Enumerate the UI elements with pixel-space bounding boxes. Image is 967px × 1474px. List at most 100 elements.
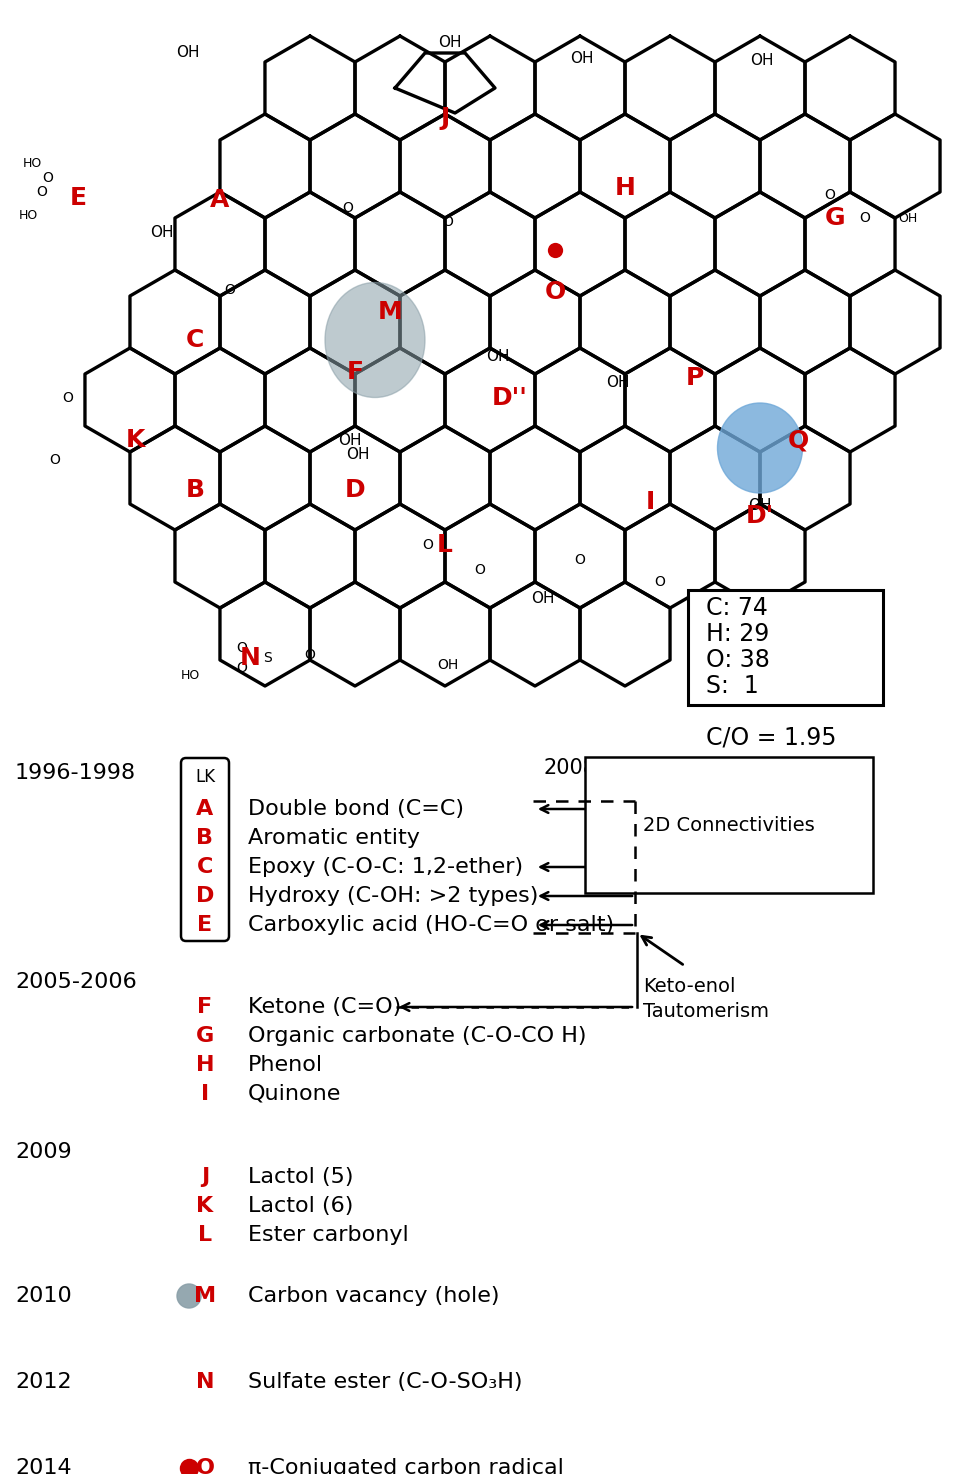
FancyBboxPatch shape — [181, 758, 229, 940]
Text: OH: OH — [571, 50, 594, 65]
Text: I: I — [645, 489, 655, 514]
Text: A: A — [196, 799, 214, 820]
Text: Q: Q — [787, 427, 808, 453]
Text: F: F — [197, 996, 213, 1017]
Text: O: O — [423, 538, 433, 551]
Text: L: L — [437, 534, 453, 557]
Text: Double bond (C=C): Double bond (C=C) — [248, 799, 464, 820]
Text: O: O — [43, 171, 53, 186]
Text: K: K — [196, 1195, 214, 1216]
Text: OH: OH — [486, 348, 510, 364]
Text: 2008: 2008 — [543, 758, 597, 778]
Text: B: B — [196, 828, 214, 848]
Text: OH: OH — [606, 374, 630, 389]
Text: O: O — [655, 575, 665, 590]
Text: HO: HO — [22, 156, 42, 170]
Text: 2010: 2010 — [15, 1285, 72, 1306]
Text: D': D' — [746, 504, 775, 528]
Text: OH: OH — [748, 498, 772, 513]
Text: K: K — [126, 427, 145, 453]
Text: O: O — [237, 660, 248, 675]
Text: 2D Connectivities: 2D Connectivities — [643, 815, 815, 834]
Text: OH: OH — [437, 657, 458, 672]
Text: OH: OH — [438, 34, 462, 50]
Text: Epoxy (C-O-C: 1,2-ether): Epoxy (C-O-C: 1,2-ether) — [248, 856, 523, 877]
Text: N: N — [240, 646, 260, 671]
Text: OH: OH — [150, 224, 174, 239]
Text: OH: OH — [898, 211, 918, 224]
Text: O: O — [825, 189, 835, 202]
Text: O: O — [342, 200, 353, 215]
Text: G: G — [825, 206, 845, 230]
Text: Keto-enol
Tautomerism: Keto-enol Tautomerism — [643, 977, 769, 1021]
Text: 2014: 2014 — [15, 1458, 72, 1474]
Text: G: G — [196, 1026, 214, 1047]
Text: O: O — [224, 283, 235, 296]
Text: O: O — [195, 1458, 215, 1474]
Text: OH: OH — [346, 447, 369, 461]
Text: OH: OH — [176, 44, 200, 59]
Text: Lactol (6): Lactol (6) — [248, 1195, 353, 1216]
Text: O: O — [63, 391, 73, 405]
Text: Sulfate ester (C-O-SO₃H): Sulfate ester (C-O-SO₃H) — [248, 1372, 522, 1391]
Text: D'': D'' — [492, 386, 528, 410]
Text: J: J — [201, 1167, 209, 1187]
Text: π-Conjugated carbon radical: π-Conjugated carbon radical — [248, 1458, 564, 1474]
Text: LK: LK — [195, 768, 215, 786]
Text: D: D — [195, 886, 214, 907]
Text: C: 74: C: 74 — [706, 595, 768, 621]
Ellipse shape — [718, 402, 803, 492]
Text: H: H — [195, 1055, 215, 1075]
Text: OH: OH — [750, 53, 774, 68]
Text: C/O = 1.95: C/O = 1.95 — [706, 725, 836, 749]
Text: OH: OH — [338, 432, 362, 448]
Text: O: O — [37, 186, 47, 199]
Text: Ketone (C=O): Ketone (C=O) — [248, 996, 401, 1017]
Text: Phenol: Phenol — [248, 1055, 323, 1075]
Text: Aromatic entity: Aromatic entity — [248, 828, 420, 848]
Ellipse shape — [325, 283, 425, 398]
Text: E: E — [197, 915, 213, 935]
Text: B: B — [186, 478, 204, 503]
Text: D: D — [344, 478, 366, 503]
Text: OH: OH — [531, 591, 555, 606]
Text: O: O — [49, 453, 60, 467]
Text: O: O — [237, 641, 248, 654]
Circle shape — [177, 1284, 201, 1307]
Text: HO: HO — [18, 208, 38, 221]
Text: H: 29: H: 29 — [706, 622, 770, 646]
Text: S: S — [264, 652, 273, 665]
Text: H: H — [615, 175, 635, 200]
Text: 2009: 2009 — [15, 1142, 72, 1162]
Text: 2012: 2012 — [15, 1372, 72, 1391]
Text: Hydroxy (C-OH: >2 types): Hydroxy (C-OH: >2 types) — [248, 886, 539, 907]
Text: O: O — [544, 280, 566, 304]
Text: L: L — [198, 1225, 212, 1246]
Text: Organic carbonate (C-O-CO H): Organic carbonate (C-O-CO H) — [248, 1026, 587, 1047]
Text: J: J — [440, 106, 450, 130]
Text: Carbon vacancy (hole): Carbon vacancy (hole) — [248, 1285, 500, 1306]
Text: S:  1: S: 1 — [706, 674, 759, 699]
Text: 2005-2006: 2005-2006 — [15, 971, 136, 992]
Text: O: O — [860, 211, 870, 226]
Text: Ester carbonyl: Ester carbonyl — [248, 1225, 409, 1246]
Text: Carboxylic acid (HO-C=O or salt): Carboxylic acid (HO-C=O or salt) — [248, 915, 614, 935]
Text: HO: HO — [181, 669, 199, 681]
Text: O: O — [443, 215, 454, 228]
Text: O: O — [305, 649, 315, 662]
Text: C: C — [186, 329, 204, 352]
Text: P: P — [686, 366, 704, 391]
Text: M: M — [194, 1285, 216, 1306]
Text: Quinone: Quinone — [248, 1083, 341, 1104]
Text: O: O — [475, 563, 485, 576]
Text: 1996-1998: 1996-1998 — [15, 764, 136, 783]
Text: O: 38: O: 38 — [706, 649, 770, 672]
Text: C: C — [197, 856, 213, 877]
Text: O: O — [574, 553, 585, 567]
Text: Lactol (5): Lactol (5) — [248, 1167, 354, 1187]
Bar — [688, 590, 883, 705]
Text: E: E — [70, 186, 86, 209]
Text: M: M — [378, 301, 402, 324]
Text: F: F — [346, 360, 364, 385]
Text: N: N — [195, 1372, 215, 1391]
